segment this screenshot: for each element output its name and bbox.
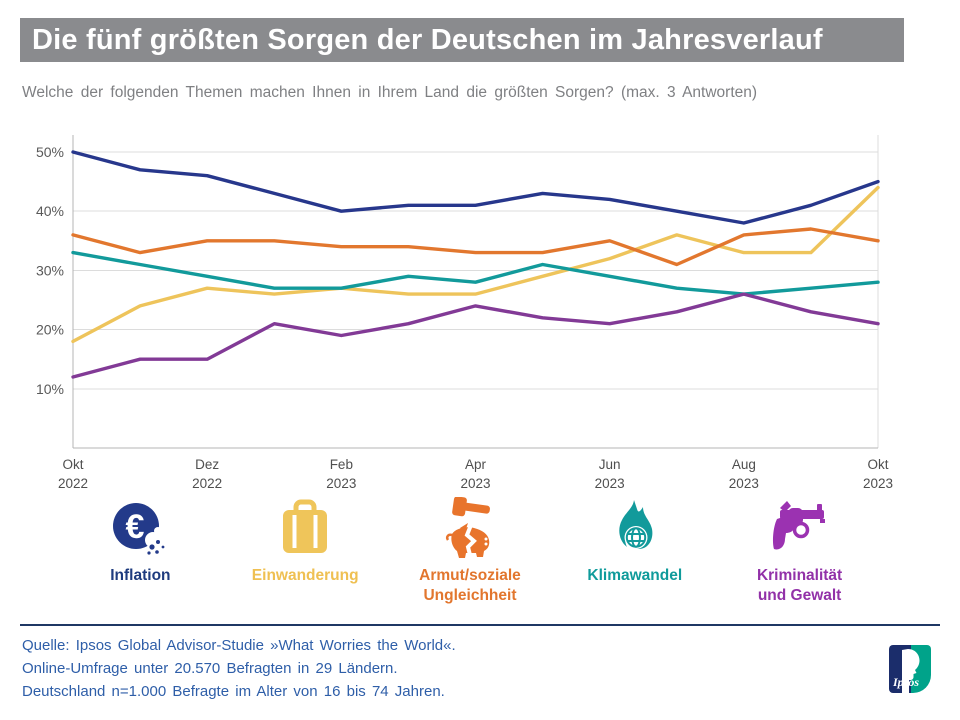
y-axis-label-20: 20% (36, 322, 64, 338)
ipsos-wordmark: Ipsos (893, 675, 920, 689)
legend-item-klimawandel: Klimawandel (552, 496, 717, 606)
x-axis-label-aug-2023: Aug 2023 (729, 457, 759, 491)
source-line-1: Quelle: Ipsos Global Advisor-Studie »Wha… (22, 637, 456, 654)
series-line-inflation (71, 150, 880, 225)
footer-divider (20, 624, 940, 626)
source-line-2: Online-Umfrage unter 20.570 Befragten in… (22, 660, 398, 677)
y-axis-label-30: 30% (36, 262, 64, 278)
legend-label-armut: Armut/soziale Ungleichheit (419, 567, 521, 604)
x-axis-label-apr-2023: Apr 2023 (460, 457, 490, 491)
legend-item-armut: Armut/soziale Ungleichheit (388, 496, 553, 606)
svg-text:€: € (126, 508, 145, 546)
legend-label-einwanderung: Einwanderung (251, 567, 359, 584)
legend-label-klimawandel: Klimawandel (587, 567, 683, 584)
euro-coin-icon: € (108, 496, 172, 562)
x-axis-label-dez-2022: Dez 2022 (192, 457, 222, 491)
legend-label-kriminalitaet: Kriminalität und Gewalt (756, 567, 843, 604)
suitcase-icon (273, 496, 337, 562)
x-axis-label-okt-2023: Okt 2023 (863, 457, 893, 491)
source-line-3: Deutschland n=1.000 Befragte im Alter vo… (22, 683, 445, 700)
legend-item-kriminalitaet: Kriminalität und Gewalt (717, 496, 882, 606)
y-axis-label-10: 10% (36, 381, 64, 397)
x-axis-label-okt-2022: Okt 2022 (58, 457, 88, 491)
legend: € Inflation (58, 496, 882, 606)
legend-item-einwanderung: Einwanderung (223, 496, 388, 606)
legend-label-inflation: Inflation (110, 567, 171, 584)
revolver-icon (768, 496, 832, 562)
series-line-kriminalit-t-und-gewalt (71, 292, 880, 379)
source-note: Quelle: Ipsos Global Advisor-Studie »Wha… (22, 634, 456, 703)
y-axis-label-40: 40% (36, 203, 64, 219)
page-title: Die fünf größten Sorgen der Deutschen im… (20, 18, 904, 62)
ipsos-logo: Ipsos (889, 645, 931, 693)
series-line-armut-soziale-ungleichheit (71, 227, 880, 267)
flame-globe-icon (603, 496, 667, 562)
x-axis-label-jun-2023: Jun 2023 (595, 457, 625, 491)
legend-item-inflation: € Inflation (58, 496, 223, 606)
worries-line-chart: 10% 20% 30% 40% 50% Okt 2022 Dez 2022 Feb 2023 Apr 2… (36, 135, 893, 491)
series-line-klimawandel (71, 250, 880, 296)
ipsos-profile-mark (902, 649, 920, 693)
gavel-piggy-bank-icon (438, 496, 502, 562)
x-axis-label-feb-2023: Feb 2023 (326, 457, 356, 491)
series-line-einwanderung (71, 185, 880, 344)
survey-question-subtitle: Welche der folgenden Themen machen Ihnen… (22, 84, 758, 101)
y-axis-label-50: 50% (36, 144, 64, 160)
